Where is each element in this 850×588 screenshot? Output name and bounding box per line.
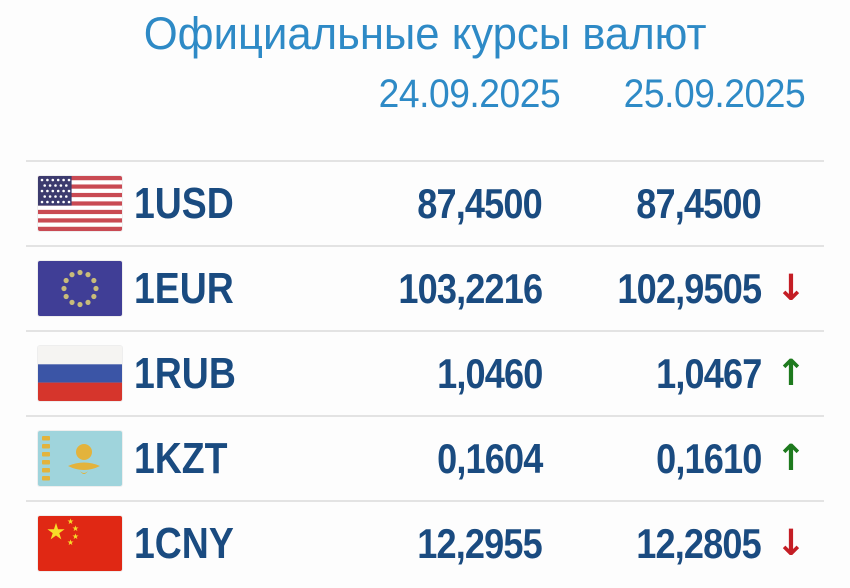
trend-arrow-icon: ↓ — [775, 522, 807, 564]
currency-code: 1KZT — [134, 433, 228, 483]
table-row-kzt: 1KZT 0,1604 0,1610 ↑ — [0, 417, 850, 500]
table-row-rub: 1RUB 1,0460 1,0467 ↑ — [0, 332, 850, 415]
rate-prev: 0,1604 — [436, 434, 543, 482]
trend-arrow-icon: ↑ — [775, 352, 807, 394]
rate-curr: 1,0467 — [655, 349, 762, 397]
rate-prev: 87,4500 — [417, 179, 542, 227]
ru-flag-icon — [38, 346, 122, 401]
trend-arrow-icon: ↓ — [775, 267, 807, 309]
currency-code: 1USD — [134, 178, 234, 228]
date-curr-header: 25.09.2025 — [623, 72, 805, 116]
date-prev-header: 24.09.2025 — [378, 72, 560, 116]
rate-curr: 0,1610 — [655, 434, 762, 482]
us-flag-icon — [38, 176, 122, 231]
row-separator — [26, 330, 824, 332]
row-separator — [26, 245, 824, 247]
rate-curr: 12,2805 — [636, 519, 761, 567]
table-row-usd: 1USD 87,4500 87,4500 — [0, 162, 850, 245]
rate-prev: 12,2955 — [417, 519, 542, 567]
table-row-eur: 1EUR 103,2216 102,9505 ↓ — [0, 247, 850, 330]
rate-prev: 1,0460 — [436, 349, 543, 397]
row-separator — [26, 160, 824, 162]
cn-flag-icon — [38, 516, 122, 571]
currency-code: 1RUB — [134, 348, 236, 398]
page-title: Официальные курсы валют — [0, 10, 850, 58]
row-separator — [26, 500, 824, 502]
table-row-cny: 1CNY 12,2955 12,2805 ↓ — [0, 502, 850, 585]
kz-flag-icon — [38, 431, 122, 486]
page-title-text: Официальные курсы валют — [143, 8, 707, 59]
rates-table: 1USD 87,4500 87,4500 1EUR 103,2216 102,9… — [0, 160, 850, 585]
currency-code: 1CNY — [134, 518, 234, 568]
date-columns-header: 24.09.2025 25.09.2025 — [0, 72, 850, 118]
trend-arrow-icon: ↑ — [775, 437, 807, 479]
currency-code: 1EUR — [134, 263, 234, 313]
rate-curr: 87,4500 — [636, 179, 761, 227]
row-separator — [26, 415, 824, 417]
rate-prev: 103,2216 — [398, 264, 543, 312]
rate-curr: 102,9505 — [617, 264, 762, 312]
eu-flag-icon — [38, 261, 122, 316]
